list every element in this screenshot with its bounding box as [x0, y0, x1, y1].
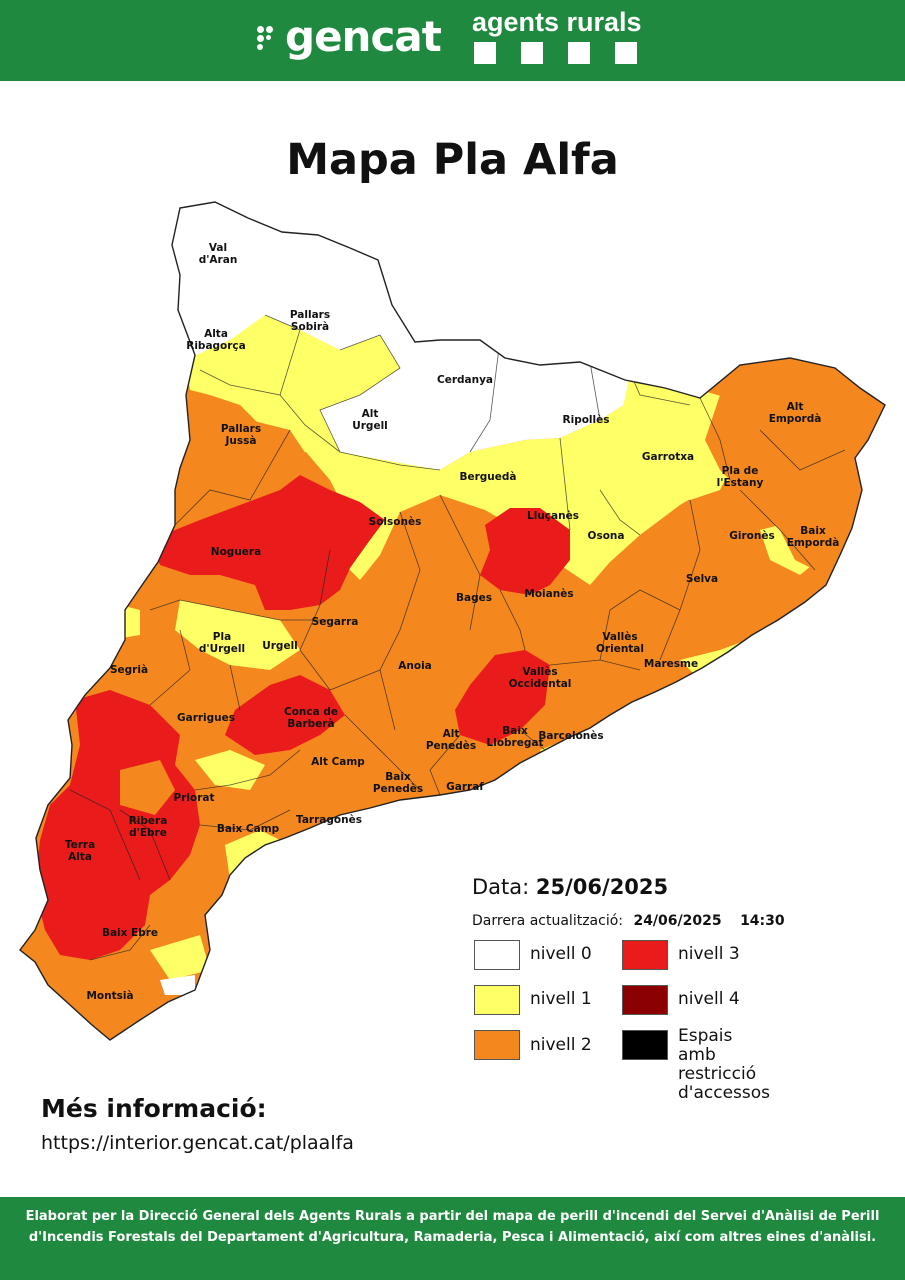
label-barcelones: Barcelonès: [538, 730, 604, 742]
legend-label-nivell-0: nivell 0: [530, 944, 592, 964]
swatch-nivell-4: [622, 985, 668, 1015]
label-solsones: Solsonès: [368, 516, 422, 528]
label-moianes: Moianès: [524, 588, 574, 600]
agency-logo-squares: [474, 42, 638, 64]
gencat-logo-icon: [257, 26, 277, 50]
swatch-nivell-1: [474, 985, 520, 1015]
date-label: Data:: [472, 875, 530, 899]
label-val-aran: Val d'Aran: [198, 242, 238, 266]
label-pla-estany: Pla de l'Estany: [716, 465, 764, 489]
agency-name: agents rurals: [472, 7, 642, 37]
map-date: Data: 25/06/2025: [472, 875, 668, 899]
map-svg: [19, 201, 886, 1041]
label-segria: Segrià: [109, 664, 149, 676]
catalonia-fire-risk-map: Val d'Aran Pallars Sobirà Alta Ribagorça…: [0, 190, 905, 1060]
label-baix-ebre: Baix Ebre: [101, 927, 159, 939]
label-bages: Bages: [456, 592, 492, 604]
label-alta-ribagorca: Alta Ribagorça: [186, 328, 246, 352]
label-segarra: Segarra: [311, 616, 359, 628]
legend-label-nivell-3: nivell 3: [678, 944, 740, 964]
label-conca-barbera: Conca de Barberà: [284, 706, 338, 730]
label-alt-emporda: Alt Empordà: [768, 401, 822, 425]
date-value: 25/06/2025: [535, 875, 669, 899]
label-montsia: Montsià: [86, 990, 134, 1002]
more-info-link[interactable]: https://interior.gencat.cat/plaalfa: [41, 1132, 354, 1154]
label-valles-oriental: Vallès Oriental: [595, 631, 645, 655]
label-tarragones: Tarragonès: [296, 814, 362, 826]
label-terra-alta: Terra Alta: [64, 839, 96, 863]
label-llucanes: Lluçanès: [527, 510, 579, 522]
swatch-nivell-0: [474, 940, 520, 970]
label-garraf: Garraf: [446, 781, 484, 793]
label-cerdanya: Cerdanya: [436, 374, 494, 386]
label-alt-penedes: Alt Penedès: [425, 728, 477, 752]
swatch-nivell-3: [622, 940, 668, 970]
label-urgell: Urgell: [262, 640, 298, 652]
legend-label-nivell-4: nivell 4: [678, 989, 740, 1009]
label-maresme: Maresme: [643, 658, 699, 670]
footer-credits: Elaborat per la Direcció General dels Ag…: [0, 1197, 905, 1280]
label-baix-penedes: Baix Penedès: [372, 771, 424, 795]
more-info-title: Més informació:: [41, 1094, 267, 1123]
header-banner: gencat agents rurals: [0, 0, 905, 81]
page-title: Mapa Pla Alfa: [286, 135, 619, 185]
legend-label-nivell-2: nivell 2: [530, 1035, 592, 1055]
update-label: Darrera actualització:: [472, 913, 623, 929]
legend-label-nivell-1: nivell 1: [530, 989, 592, 1009]
label-priorat: Priorat: [173, 792, 215, 804]
label-alt-urgell: Alt Urgell: [352, 408, 388, 432]
label-pla-urgell: Pla d'Urgell: [198, 631, 246, 655]
legend-label-restriccio: Espais amb restricció d'accessos: [678, 1026, 771, 1103]
label-girones: Gironès: [729, 530, 775, 542]
label-baix-emporda: Baix Empordà: [786, 525, 840, 549]
label-garrigues: Garrigues: [176, 712, 236, 724]
label-anoia: Anoia: [398, 660, 432, 672]
label-pallars-sobira: Pallars Sobirà: [289, 309, 331, 333]
update-date: 24/06/2025: [633, 913, 722, 929]
label-noguera: Noguera: [210, 546, 262, 558]
label-alt-camp: Alt Camp: [311, 756, 365, 768]
label-baix-llobregat: Baix Llobregat: [486, 725, 544, 749]
label-bergueda: Berguedà: [459, 471, 517, 483]
last-update: Darrera actualització: 24/06/2025 14:30: [472, 913, 785, 929]
label-valles-occidental: Vallès Occidental: [508, 666, 572, 690]
swatch-restriccio: [622, 1030, 668, 1060]
label-baix-camp: Baix Camp: [216, 823, 280, 835]
label-selva: Selva: [685, 573, 719, 585]
label-ribera-ebre: Ribera d'Ebre: [128, 815, 168, 839]
label-garrotxa: Garrotxa: [641, 451, 695, 463]
label-osona: Osona: [587, 530, 625, 542]
swatch-nivell-2: [474, 1030, 520, 1060]
update-time: 14:30: [740, 913, 785, 929]
label-pallars-jussa: Pallars Jussà: [220, 423, 262, 447]
brand-name: gencat: [285, 12, 442, 61]
label-ripolles: Ripollès: [562, 414, 610, 426]
